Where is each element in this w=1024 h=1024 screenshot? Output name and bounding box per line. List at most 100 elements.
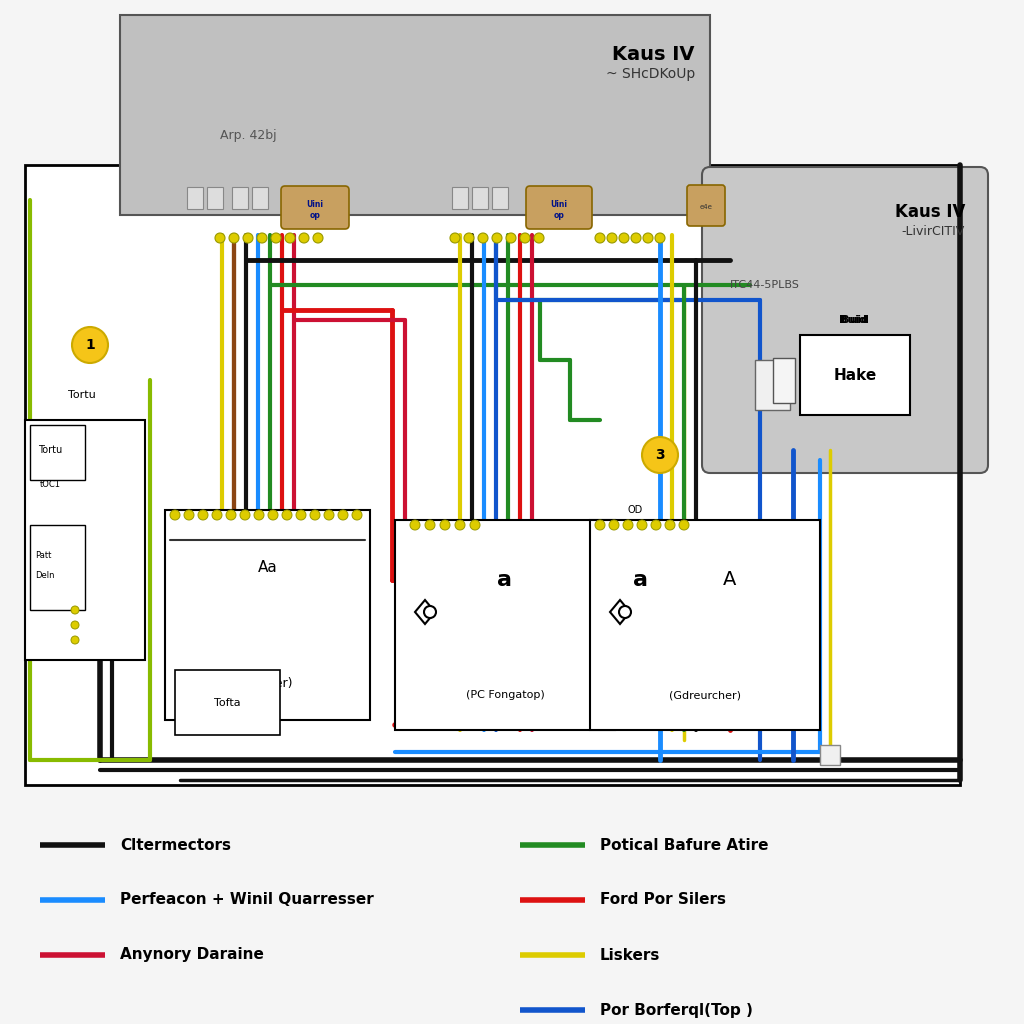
Text: Potical Bafure Atire: Potical Bafure Atire: [600, 838, 768, 853]
FancyBboxPatch shape: [526, 186, 592, 229]
Text: OD: OD: [628, 505, 643, 515]
Text: Por Borferql(Top ): Por Borferql(Top ): [600, 1002, 753, 1018]
Text: Liskers: Liskers: [600, 947, 660, 963]
Circle shape: [271, 233, 281, 243]
Bar: [207, 187, 223, 209]
Bar: [800, 335, 910, 415]
Bar: [492, 187, 508, 209]
Text: Uini
op: Uini op: [306, 201, 324, 220]
Text: tOC1: tOC1: [40, 480, 60, 489]
Text: Deln: Deln: [35, 570, 54, 580]
Text: A: A: [723, 570, 736, 589]
Circle shape: [642, 437, 678, 473]
Text: Buid: Buid: [839, 315, 867, 325]
Circle shape: [338, 510, 348, 520]
Circle shape: [352, 510, 362, 520]
Text: ITC44-5PLBS: ITC44-5PLBS: [730, 280, 800, 290]
Circle shape: [226, 510, 236, 520]
Circle shape: [424, 606, 436, 618]
Circle shape: [492, 233, 502, 243]
Bar: [820, 745, 840, 765]
Text: Tofta: Tofta: [214, 697, 241, 708]
Bar: [30, 525, 85, 610]
Text: ~ SHcDKoUp: ~ SHcDKoUp: [606, 67, 695, 81]
Text: Tortu: Tortu: [68, 390, 96, 400]
Circle shape: [679, 520, 689, 530]
Text: Kaus IV: Kaus IV: [612, 45, 695, 63]
Circle shape: [212, 510, 222, 520]
Circle shape: [595, 233, 605, 243]
Circle shape: [310, 510, 319, 520]
Circle shape: [609, 520, 618, 530]
Text: e4e: e4e: [699, 204, 713, 210]
Text: 1: 1: [85, 338, 95, 352]
Bar: [755, 360, 790, 410]
Circle shape: [198, 510, 208, 520]
Circle shape: [184, 510, 194, 520]
Bar: [472, 187, 488, 209]
Bar: [232, 187, 248, 209]
Circle shape: [410, 520, 420, 530]
Circle shape: [506, 233, 516, 243]
Bar: [395, 520, 615, 730]
Text: Perfeacon + Winil Quarresser: Perfeacon + Winil Quarresser: [120, 893, 374, 907]
FancyBboxPatch shape: [281, 186, 349, 229]
Text: Patt: Patt: [35, 551, 51, 559]
Circle shape: [71, 621, 79, 629]
Bar: [165, 510, 370, 720]
Text: Uini
op: Uini op: [551, 201, 567, 220]
Text: Arp. 42bj: Arp. 42bj: [220, 128, 276, 141]
Circle shape: [170, 510, 180, 520]
Circle shape: [296, 510, 306, 520]
FancyBboxPatch shape: [702, 167, 988, 473]
Circle shape: [623, 520, 633, 530]
Text: Buid: Buid: [841, 315, 869, 325]
Bar: [773, 358, 795, 403]
Circle shape: [595, 520, 605, 530]
Circle shape: [299, 233, 309, 243]
Text: Anynory Daraine: Anynory Daraine: [120, 947, 264, 963]
Circle shape: [464, 233, 474, 243]
Circle shape: [520, 233, 530, 243]
Circle shape: [285, 233, 295, 243]
Circle shape: [425, 520, 435, 530]
Circle shape: [665, 520, 675, 530]
Polygon shape: [415, 600, 435, 624]
Text: a: a: [633, 570, 647, 590]
Circle shape: [282, 510, 292, 520]
Text: Tortu: Tortu: [38, 445, 62, 455]
Text: 3: 3: [655, 449, 665, 462]
Circle shape: [440, 520, 450, 530]
Bar: [452, 187, 468, 209]
Circle shape: [470, 520, 480, 530]
Circle shape: [72, 327, 108, 362]
Bar: [252, 187, 268, 209]
Circle shape: [324, 510, 334, 520]
Circle shape: [313, 233, 323, 243]
Circle shape: [618, 233, 629, 243]
Circle shape: [631, 233, 641, 243]
Circle shape: [450, 233, 460, 243]
Text: Cltermectors: Cltermectors: [120, 838, 231, 853]
Text: (PC Fongatop): (PC Fongatop): [466, 690, 545, 700]
Text: Hake: Hake: [834, 368, 877, 383]
Bar: [120, 15, 710, 215]
FancyBboxPatch shape: [687, 185, 725, 226]
Circle shape: [618, 606, 631, 618]
Text: -LivirCITIV: -LivirCITIV: [902, 225, 965, 238]
Circle shape: [229, 233, 239, 243]
Text: Aa: Aa: [258, 560, 278, 575]
Bar: [30, 425, 85, 480]
Circle shape: [71, 636, 79, 644]
Circle shape: [534, 233, 544, 243]
Circle shape: [478, 233, 488, 243]
Text: (Genler): (Genler): [242, 677, 293, 690]
Circle shape: [651, 520, 662, 530]
Circle shape: [655, 233, 665, 243]
Polygon shape: [610, 600, 630, 624]
Circle shape: [240, 510, 250, 520]
Circle shape: [268, 510, 278, 520]
Circle shape: [243, 233, 253, 243]
Circle shape: [607, 233, 617, 243]
Text: Ford Por Silers: Ford Por Silers: [600, 893, 726, 907]
